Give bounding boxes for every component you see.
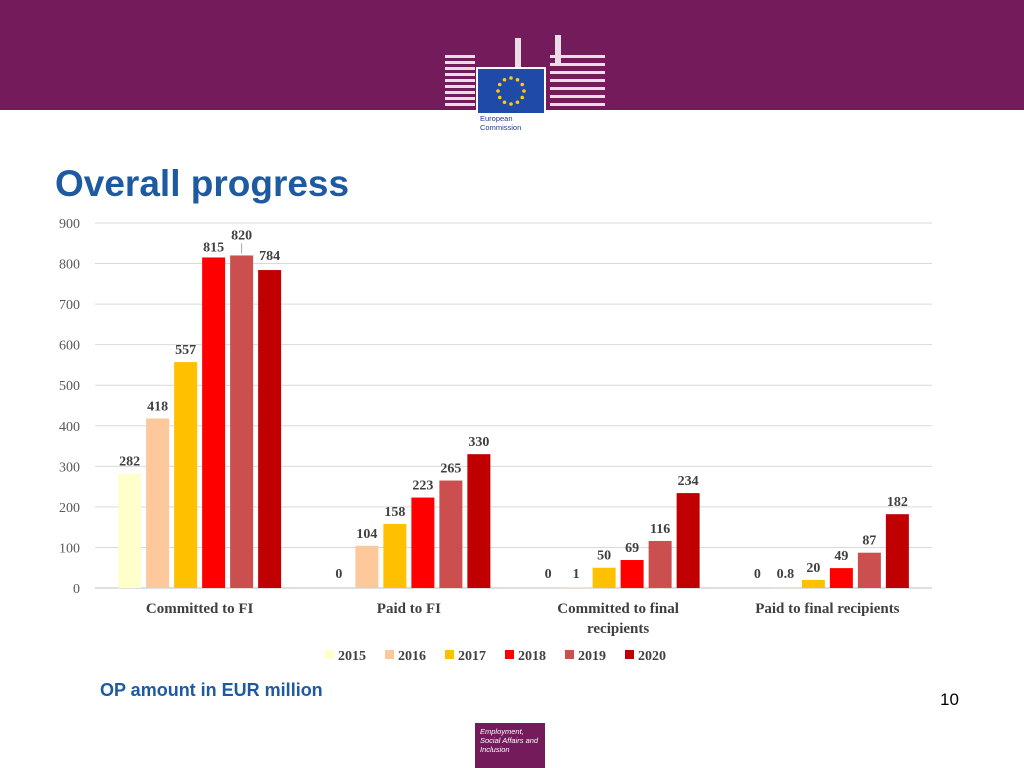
y-tick-label: 600: [59, 339, 80, 354]
eu-flag-icon: [478, 69, 544, 113]
bar: [174, 362, 198, 588]
data-label: 557: [175, 343, 196, 358]
bar: [648, 540, 672, 588]
data-label: 815: [203, 240, 224, 255]
bar: [258, 270, 282, 588]
chart-subtitle: OP amount in EUR million: [100, 680, 323, 700]
y-tick-label: 300: [59, 460, 80, 475]
data-label: 0: [545, 567, 552, 582]
data-label: 282: [119, 455, 140, 470]
data-label: 330: [468, 435, 489, 450]
legend-label: 2020: [638, 649, 666, 664]
data-label: 50: [597, 549, 611, 564]
flag-star-icon: [496, 89, 500, 93]
bar: [467, 454, 491, 588]
flag-star-icon: [509, 76, 513, 80]
flag-star-icon: [502, 77, 507, 82]
y-tick-label: 900: [59, 217, 80, 232]
bar: [439, 480, 463, 588]
bar: [829, 568, 853, 588]
data-label: 49: [834, 549, 848, 564]
footer-logo-text: Employment, Social Affairs and Inclusion: [480, 727, 539, 754]
flag-star-icon: [515, 100, 520, 105]
commission-building-logo: [445, 35, 605, 106]
y-tick-label: 800: [59, 258, 80, 273]
data-label: 20: [806, 561, 820, 576]
logo-text: European Commission: [480, 114, 522, 132]
bar: [620, 560, 644, 588]
bar: [202, 257, 226, 588]
legend-label: 2018: [518, 649, 546, 664]
bar: [146, 418, 170, 588]
data-label: 0: [754, 567, 761, 582]
flag-star-icon: [515, 77, 520, 82]
y-tick-label: 100: [59, 541, 80, 556]
data-label: 182: [887, 495, 908, 510]
bar: [411, 497, 435, 588]
data-label: 234: [678, 474, 699, 489]
data-label: 784: [259, 249, 280, 264]
bar: [383, 523, 407, 588]
legend-swatch: [565, 650, 574, 659]
x-category-label: recipients: [587, 621, 649, 637]
x-category-label: Paid to final recipients: [755, 601, 899, 617]
x-category-label: Committed to final: [557, 601, 679, 617]
bar: [118, 473, 142, 588]
bar: [676, 493, 700, 588]
flag-star-icon: [520, 82, 525, 87]
legend-swatch: [325, 650, 334, 659]
legend-label: 2017: [458, 649, 486, 664]
progress-bar-chart: 0100200300400500600700800900282418557815…: [59, 217, 932, 664]
y-tick-label: 400: [59, 420, 80, 435]
legend-label: 2015: [338, 649, 366, 664]
legend-swatch: [385, 650, 394, 659]
data-label: 158: [384, 505, 405, 520]
legend-label: 2016: [398, 649, 426, 664]
x-category-label: Paid to FI: [377, 601, 441, 617]
bar: [230, 255, 254, 588]
data-label: 0.8: [777, 567, 795, 582]
flag-star-icon: [522, 89, 526, 93]
legend-swatch: [505, 650, 514, 659]
bar: [592, 567, 616, 588]
data-label: 820: [231, 228, 252, 243]
flag-star-icon: [502, 100, 507, 105]
legend-label: 2019: [578, 649, 606, 664]
bar: [801, 579, 825, 588]
page-title: Overall progress: [55, 163, 350, 204]
y-tick-label: 0: [73, 582, 80, 597]
y-tick-label: 700: [59, 298, 80, 313]
bar: [885, 514, 909, 588]
flag-star-icon: [509, 102, 513, 106]
data-label: 223: [412, 479, 433, 494]
bar: [355, 545, 379, 588]
x-category-label: Committed to FI: [146, 601, 254, 617]
y-tick-label: 200: [59, 501, 80, 516]
flag-star-icon: [497, 82, 502, 87]
flag-star-icon: [497, 95, 502, 100]
data-label: 116: [650, 522, 670, 537]
data-label: 1: [573, 567, 580, 582]
legend-swatch: [625, 650, 634, 659]
data-label: 104: [356, 527, 377, 542]
page-number: 10: [940, 690, 959, 709]
data-label: 265: [440, 462, 461, 477]
footer-logo: [475, 723, 545, 768]
data-label: 418: [147, 399, 168, 414]
flag-star-icon: [520, 95, 525, 100]
bar: [857, 552, 881, 588]
y-tick-label: 500: [59, 379, 80, 394]
data-label: 69: [625, 541, 639, 556]
legend-swatch: [445, 650, 454, 659]
data-label: 0: [335, 567, 342, 582]
data-label: 87: [862, 534, 876, 549]
